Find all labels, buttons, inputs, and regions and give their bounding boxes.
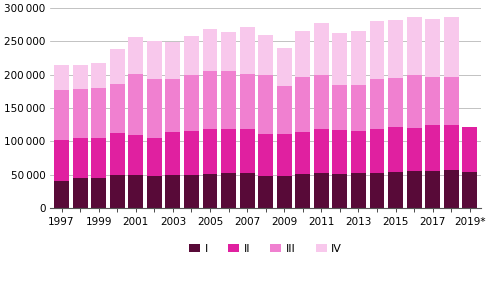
Bar [277, 48, 292, 86]
Bar [388, 78, 403, 127]
Bar [54, 182, 69, 208]
Bar [184, 36, 199, 76]
Bar [165, 79, 180, 132]
Bar [296, 77, 310, 132]
Bar [184, 175, 199, 208]
Bar [221, 32, 236, 71]
Bar [240, 27, 254, 74]
Bar [258, 76, 273, 134]
Bar [73, 178, 87, 208]
Bar [277, 176, 292, 208]
Bar [425, 19, 440, 77]
Bar [221, 129, 236, 173]
Bar [240, 74, 254, 129]
Bar [128, 74, 143, 135]
Bar [407, 18, 422, 76]
Bar [203, 72, 218, 130]
Bar [314, 173, 329, 208]
Bar [240, 173, 254, 208]
Bar [407, 76, 422, 128]
Bar [388, 127, 403, 172]
Bar [351, 31, 366, 85]
Bar [314, 76, 329, 129]
Bar [147, 79, 162, 138]
Bar [425, 172, 440, 208]
Bar [277, 86, 292, 134]
Bar [184, 131, 199, 175]
Bar [332, 85, 347, 130]
Bar [110, 84, 125, 133]
Bar [147, 176, 162, 208]
Bar [91, 138, 106, 178]
Bar [203, 174, 218, 208]
Bar [203, 30, 218, 72]
Bar [184, 76, 199, 131]
Bar [128, 175, 143, 208]
Bar [314, 129, 329, 173]
Bar [370, 79, 384, 130]
Bar [351, 173, 366, 208]
Bar [296, 132, 310, 174]
Bar [54, 90, 69, 140]
Bar [258, 176, 273, 208]
Bar [165, 175, 180, 208]
Bar [221, 71, 236, 129]
Bar [425, 125, 440, 172]
Bar [332, 33, 347, 85]
Bar [73, 89, 87, 138]
Bar [388, 20, 403, 78]
Bar [314, 24, 329, 76]
Bar [296, 174, 310, 208]
Bar [370, 130, 384, 173]
Bar [221, 173, 236, 208]
Bar [110, 175, 125, 208]
Bar [370, 173, 384, 208]
Bar [147, 138, 162, 176]
Bar [463, 127, 477, 172]
Bar [407, 172, 422, 208]
Bar [444, 17, 459, 77]
Bar [128, 135, 143, 175]
Bar [73, 65, 87, 89]
Bar [444, 170, 459, 208]
Bar [332, 174, 347, 208]
Bar [147, 41, 162, 79]
Bar [165, 42, 180, 79]
Bar [444, 77, 459, 125]
Bar [407, 128, 422, 172]
Bar [388, 172, 403, 208]
Bar [240, 129, 254, 173]
Bar [91, 178, 106, 208]
Bar [444, 125, 459, 170]
Bar [351, 85, 366, 131]
Bar [203, 130, 218, 174]
Bar [351, 131, 366, 173]
Bar [258, 134, 273, 176]
Bar [73, 138, 87, 178]
Bar [425, 77, 440, 125]
Legend: I, II, III, IV: I, II, III, IV [185, 239, 347, 259]
Bar [110, 133, 125, 175]
Bar [128, 37, 143, 74]
Bar [54, 66, 69, 90]
Bar [110, 50, 125, 84]
Bar [296, 31, 310, 77]
Bar [54, 140, 69, 182]
Bar [91, 63, 106, 88]
Bar [165, 132, 180, 175]
Bar [332, 130, 347, 174]
Bar [370, 21, 384, 79]
Bar [463, 172, 477, 208]
Bar [258, 36, 273, 76]
Bar [91, 88, 106, 138]
Bar [277, 134, 292, 176]
